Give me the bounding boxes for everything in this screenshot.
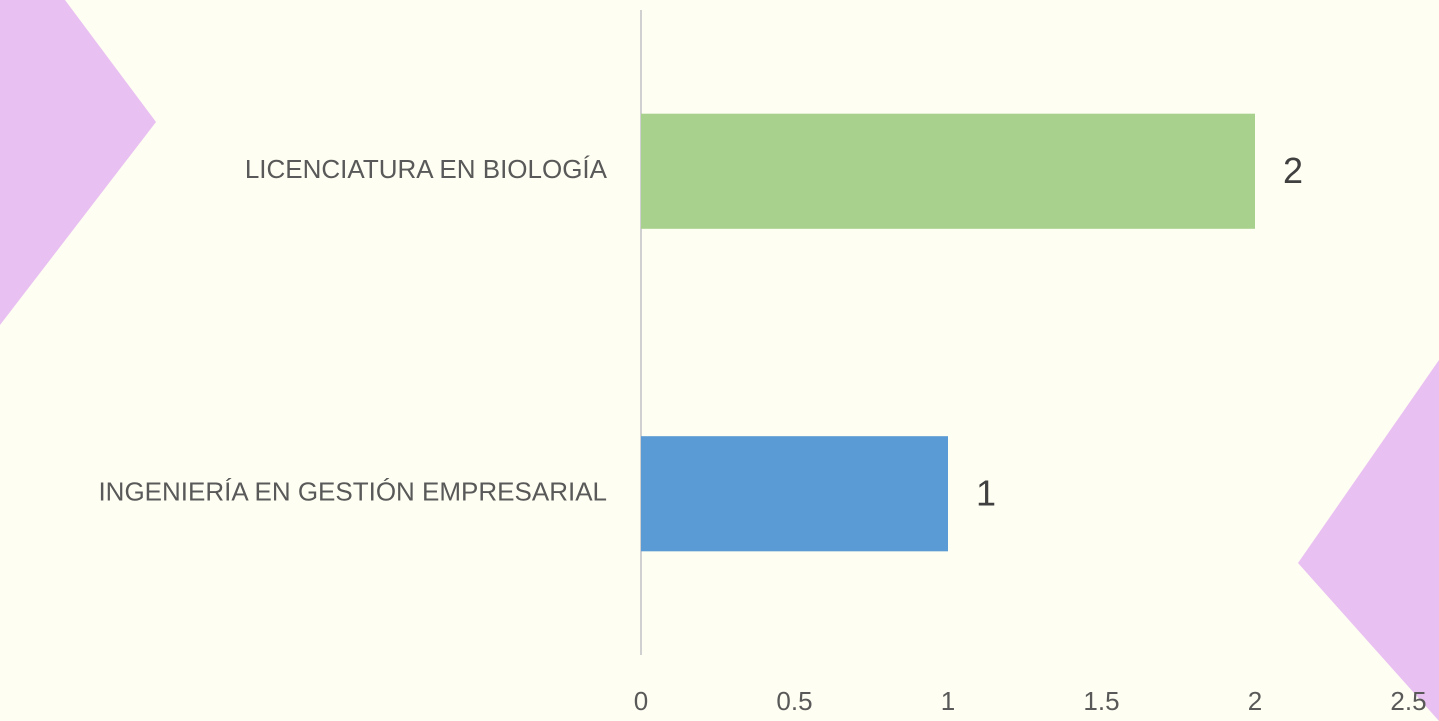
data-label: 2: [1283, 150, 1303, 191]
data-label: 1: [976, 472, 996, 513]
bar: [641, 113, 1255, 229]
y-tick-label: LICENCIATURA EN BIOLOGÍA: [245, 154, 608, 184]
x-tick-label: 0.5: [776, 686, 812, 716]
x-tick-label: 2: [1248, 686, 1262, 716]
x-tick-label: 2.5: [1390, 686, 1426, 716]
y-tick-label: INGENIERÍA EN GESTIÓN EMPRESARIAL: [98, 477, 607, 507]
x-tick-label: 1: [941, 686, 955, 716]
bar: [641, 436, 948, 552]
x-tick-label: 0: [634, 686, 648, 716]
decor-left: [0, 0, 156, 325]
decor-right: [1298, 360, 1439, 721]
x-tick-label: 1.5: [1083, 686, 1119, 716]
